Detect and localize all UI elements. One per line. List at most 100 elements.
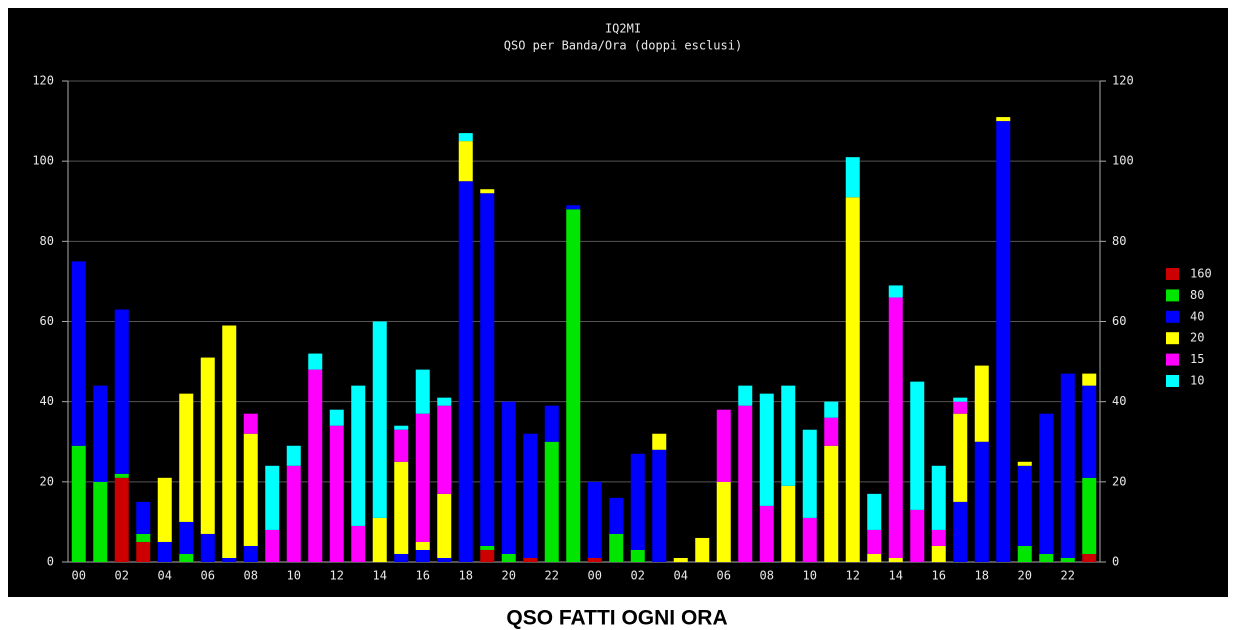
y2-tick-label: 40 [1112, 394, 1126, 408]
y2-tick-label: 100 [1112, 154, 1134, 168]
bar-segment [609, 497, 624, 534]
bar-segment [372, 321, 387, 518]
y2-tick-label: 120 [1112, 74, 1134, 88]
legend-swatch [1166, 353, 1179, 366]
bar-segment [523, 433, 538, 558]
bar-segment [437, 557, 452, 562]
bar-segment [652, 449, 667, 562]
y2-tick-label: 0 [1112, 555, 1119, 569]
bar-segment [71, 445, 86, 562]
bar-segment [1082, 373, 1097, 386]
bar-segment [888, 297, 903, 558]
legend-label: 40 [1190, 309, 1204, 323]
bar-segment [372, 517, 387, 562]
bar-segment [394, 461, 409, 554]
bar-segment [523, 557, 538, 562]
bar-segment [845, 197, 860, 562]
bar-segment [179, 553, 194, 562]
bar-segment [243, 413, 258, 434]
bar-segment [157, 477, 172, 542]
y-tick-label: 40 [40, 394, 54, 408]
x-tick-label: 18 [459, 569, 473, 583]
bar-segment [845, 157, 860, 198]
bar-segment [953, 413, 968, 502]
x-tick-label: 16 [416, 569, 430, 583]
legend-swatch [1166, 375, 1179, 387]
legend-label: 80 [1190, 288, 1204, 302]
bar-segment [953, 401, 968, 414]
bar-segment [867, 493, 882, 530]
bar-segment [501, 553, 516, 562]
bar-segment [695, 537, 710, 562]
bar-segment [71, 261, 86, 446]
bar-segment [114, 473, 129, 478]
bar-segment [566, 209, 581, 562]
x-tick-label: 00 [588, 569, 602, 583]
bar-segment [824, 417, 839, 446]
bar-segment [222, 325, 237, 558]
bar-segment [458, 141, 473, 182]
x-tick-label: 02 [631, 569, 645, 583]
x-tick-label: 16 [932, 569, 946, 583]
x-tick-label: 10 [287, 569, 301, 583]
x-tick-label: 10 [803, 569, 817, 583]
caption: QSO FATTI OGNI ORA [506, 607, 727, 630]
bar-segment [652, 433, 667, 450]
legend-swatch [1166, 332, 1179, 345]
bar-segment [673, 557, 688, 562]
bar-segment [437, 405, 452, 494]
bar-segment [286, 445, 301, 466]
bar-segment [415, 549, 430, 562]
bar-segment [910, 381, 925, 510]
legend-swatch [1166, 310, 1179, 323]
bar-segment [996, 117, 1011, 122]
bar-segment [630, 549, 645, 562]
bar-segment [824, 445, 839, 562]
bar-segment [931, 529, 946, 546]
bar-segment [394, 425, 409, 430]
bar-segment [265, 529, 280, 562]
y2-tick-label: 80 [1112, 234, 1126, 248]
x-tick-label: 06 [717, 569, 731, 583]
x-tick-label: 18 [975, 569, 989, 583]
bar-segment [802, 429, 817, 518]
legend-label: 160 [1190, 267, 1212, 281]
x-tick-label: 04 [158, 569, 172, 583]
bar-segment [415, 541, 430, 550]
bar-segment [1017, 465, 1032, 546]
bar-segment [136, 501, 151, 534]
bar-segment [587, 557, 602, 562]
bar-segment [781, 385, 796, 486]
chart-subtitle: QSO per Banda/Ora (doppi esclusi) [504, 39, 742, 53]
bar-segment [480, 193, 495, 546]
bar-segment [888, 557, 903, 562]
y-tick-label: 20 [40, 474, 54, 488]
x-tick-label: 04 [674, 569, 688, 583]
y-tick-label: 80 [40, 234, 54, 248]
bar-segment [480, 545, 495, 550]
bar-segment [329, 409, 344, 426]
bar-segment [200, 533, 215, 562]
bar-segment [867, 529, 882, 554]
legend-label: 15 [1190, 352, 1204, 366]
x-tick-label: 14 [373, 569, 387, 583]
bar-segment [93, 385, 108, 482]
bar-segment [953, 501, 968, 562]
bar-segment [93, 481, 108, 562]
y-tick-label: 60 [40, 314, 54, 328]
bar-segment [759, 393, 774, 506]
bar-segment [781, 485, 796, 562]
bar-segment [566, 205, 581, 210]
bar-segment [716, 481, 731, 562]
bar-segment [888, 285, 903, 298]
bar-segment [1017, 545, 1032, 562]
x-tick-label: 08 [244, 569, 258, 583]
bar-segment [931, 465, 946, 530]
bar-segment [802, 517, 817, 562]
bar-segment [1082, 553, 1097, 562]
x-tick-label: 12 [330, 569, 344, 583]
bar-segment [587, 481, 602, 558]
legend-label: 20 [1190, 331, 1204, 345]
bar-segment [136, 533, 151, 542]
